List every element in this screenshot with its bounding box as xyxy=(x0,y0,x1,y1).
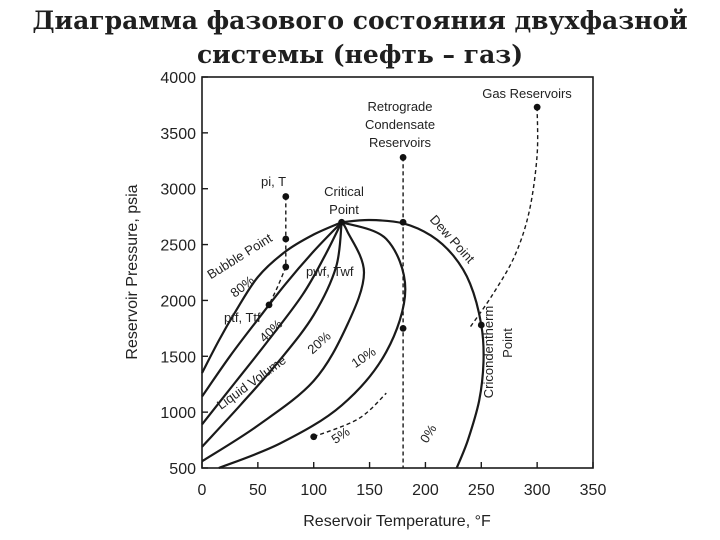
slide-title-line-1: Диаграмма фазового состояния двухфазной xyxy=(32,6,688,35)
label-retrograde-1: Retrograde xyxy=(367,99,432,114)
state-point-marker xyxy=(399,324,407,332)
series-liquid-20 xyxy=(201,222,343,448)
state-point-marker xyxy=(265,301,273,309)
y-tick-label: 2500 xyxy=(160,238,196,255)
slide-title-line-2: системы (нефть – газ) xyxy=(196,40,524,69)
state-point-marker xyxy=(338,218,346,226)
y-tick-label: 1000 xyxy=(160,405,196,422)
series-pwf-to-ptf xyxy=(268,266,287,306)
label-retrograde-2: Condensate xyxy=(365,117,435,132)
series-liquid-5 xyxy=(218,221,407,470)
y-tick-label: 2000 xyxy=(160,293,196,310)
state-point-marker xyxy=(282,263,290,271)
plot-frame xyxy=(201,76,594,469)
state-point-marker xyxy=(477,321,485,329)
label-critical-1: Critical xyxy=(324,184,364,199)
label-cricondentherm-2: Point xyxy=(500,328,515,358)
x-axis-label: Reservoir Temperature, °F xyxy=(303,513,491,530)
label-gas-reservoirs: Gas Reservoirs xyxy=(482,86,572,101)
state-point-marker xyxy=(399,154,407,161)
label-retrograde-3: Reservoirs xyxy=(369,135,432,150)
x-tick-label: 100 xyxy=(300,482,327,499)
label-cricondentherm-1: Cricondentherm xyxy=(481,306,496,399)
x-tick-label: 350 xyxy=(580,482,607,499)
x-tick-label: 250 xyxy=(468,482,495,499)
label-0-pct: 0% xyxy=(417,421,440,445)
x-tick-label: 50 xyxy=(249,482,267,499)
x-tick-label: 0 xyxy=(198,482,207,499)
label-bubble-point: Bubble Point xyxy=(204,230,275,282)
label-10-pct: 10% xyxy=(348,344,378,371)
y-tick-label: 3500 xyxy=(160,126,196,143)
label-80-pct: 80% xyxy=(227,272,257,300)
label-5-pct: 5% xyxy=(328,424,352,447)
y-axis-label: Reservoir Pressure, psia xyxy=(124,184,141,359)
series-liquid-80 xyxy=(201,221,343,398)
state-point-marker xyxy=(282,193,290,200)
series-gas-path xyxy=(469,107,539,328)
state-point-marker xyxy=(533,103,541,111)
x-tick-label: 200 xyxy=(412,482,439,499)
series-liquid-40 xyxy=(201,221,343,426)
x-tick-label: 150 xyxy=(356,482,383,499)
series-lower-path xyxy=(313,392,387,438)
y-tick-label: 500 xyxy=(169,461,196,478)
state-point-marker xyxy=(399,218,407,226)
state-point-marker xyxy=(310,433,318,441)
y-tick-label: 3000 xyxy=(160,182,196,199)
label-20-pct: 20% xyxy=(304,328,334,357)
label-ptf-ttf: ptf, Ttf xyxy=(224,310,261,325)
label-40-pct: 40% xyxy=(256,316,285,345)
label-critical-2: Point xyxy=(329,202,359,217)
series-bubble-point-curve xyxy=(201,221,343,374)
label-pi-t: pi, T xyxy=(261,174,286,189)
y-tick-label: 1500 xyxy=(160,349,196,366)
slide-title: Диаграмма фазового состояния двухфазной … xyxy=(0,4,720,72)
series-dew-point-curve xyxy=(341,218,485,469)
state-point-marker xyxy=(282,235,290,243)
y-tick-label: 4000 xyxy=(160,70,196,87)
x-tick-label: 300 xyxy=(524,482,551,499)
label-pwf-twf: pwf, Twf xyxy=(306,264,354,279)
series-liquid-10 xyxy=(201,221,366,463)
